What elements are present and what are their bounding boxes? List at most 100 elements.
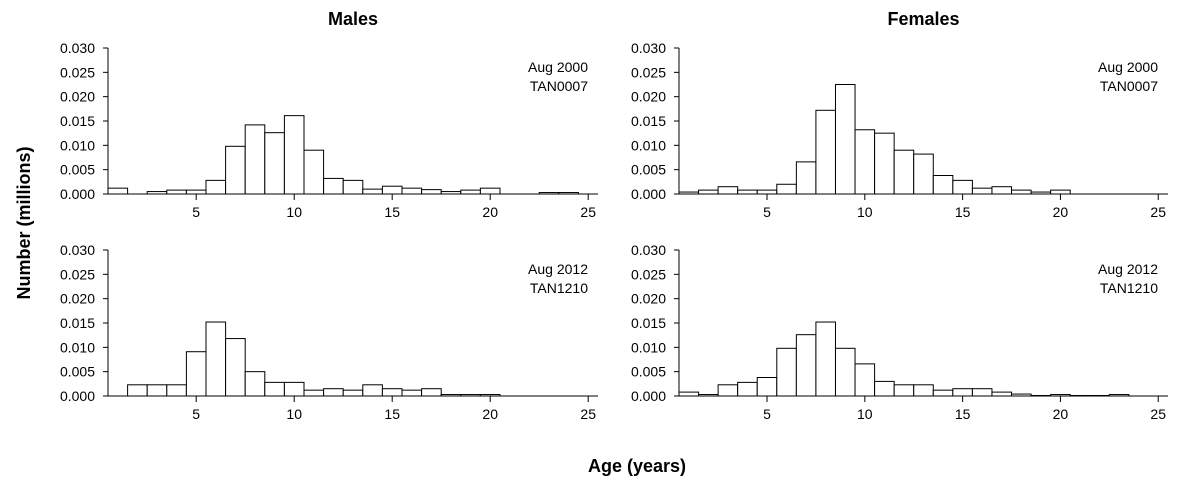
y-tick-label: 0.005 bbox=[60, 364, 95, 380]
histogram-bar bbox=[323, 177, 344, 195]
histogram-bar bbox=[381, 388, 403, 397]
histogram-bar bbox=[991, 186, 1013, 195]
x-tick-label: 25 bbox=[580, 406, 596, 422]
x-tick-label: 20 bbox=[482, 204, 498, 220]
panel-4: 0.000 0.005 0.010 0.015 0.020 0.025 0.030 5 10 15… bbox=[631, 242, 1168, 422]
y-tick-label: 0.010 bbox=[60, 339, 95, 355]
y-tick-label: 0.005 bbox=[631, 162, 666, 178]
y-tick-label: 0.025 bbox=[631, 266, 666, 282]
histogram-bar bbox=[381, 185, 403, 195]
x-tick-label: 10 bbox=[286, 406, 302, 422]
histogram-bar bbox=[166, 189, 187, 195]
histogram-bar bbox=[401, 389, 423, 397]
y-tick-label: 0.015 bbox=[631, 315, 666, 331]
x-tick-label: 15 bbox=[955, 406, 971, 422]
survey-annotation: TAN1210 bbox=[530, 280, 588, 296]
histogram-bar bbox=[362, 188, 383, 195]
histogram-bar bbox=[185, 351, 207, 397]
y-tick-label: 0.030 bbox=[631, 242, 666, 258]
y-axis-title: Number (millions) bbox=[14, 146, 34, 299]
histogram-bar bbox=[971, 388, 993, 397]
histogram-bar bbox=[127, 384, 148, 397]
histogram-bar bbox=[756, 377, 778, 397]
histogram-bar bbox=[460, 189, 481, 195]
y-tick-label: 0.005 bbox=[60, 162, 95, 178]
histogram-bar bbox=[932, 175, 954, 195]
survey-annotation: Aug 2012 bbox=[1098, 261, 1158, 277]
x-tick-label: 5 bbox=[763, 204, 771, 220]
histogram-bar bbox=[795, 334, 817, 397]
histogram-bar bbox=[342, 389, 364, 397]
histogram-bar bbox=[717, 384, 739, 397]
y-tick-label: 0.000 bbox=[60, 388, 95, 404]
histogram-bar bbox=[834, 84, 856, 195]
histogram-bar bbox=[362, 384, 383, 397]
panel-1: Males 0.000 0.005 0.010 0.015 0.020 0.025 0.030… bbox=[60, 9, 598, 220]
x-axis-title: Age (years) bbox=[588, 456, 686, 476]
histogram-bar bbox=[893, 149, 915, 195]
histogram-bar bbox=[401, 187, 423, 195]
histogram-bar bbox=[225, 338, 246, 397]
histogram-bar bbox=[698, 189, 719, 195]
histogram-bar bbox=[225, 145, 246, 195]
histogram-bar bbox=[776, 183, 797, 195]
survey-annotation: TAN0007 bbox=[530, 78, 588, 94]
y-tick-label: 0.015 bbox=[60, 113, 95, 129]
histogram-bar bbox=[283, 381, 305, 397]
histogram-bar bbox=[717, 186, 739, 195]
histogram-bar bbox=[264, 381, 285, 397]
histogram-bar bbox=[283, 115, 305, 195]
x-tick-label: 15 bbox=[384, 204, 400, 220]
panels-group: Males 0.000 0.005 0.010 0.015 0.020 0.025 0.030… bbox=[60, 9, 1168, 422]
histogram-bar bbox=[874, 132, 895, 195]
y-tick-label: 0.010 bbox=[631, 339, 666, 355]
histogram-bar bbox=[913, 153, 934, 195]
y-tick-label: 0.030 bbox=[631, 40, 666, 56]
y-tick-label: 0.000 bbox=[60, 186, 95, 202]
histogram-bar bbox=[991, 391, 1013, 397]
histogram-bar bbox=[146, 384, 168, 397]
histogram-bar bbox=[1011, 189, 1032, 195]
x-tick-label: 20 bbox=[1053, 406, 1069, 422]
histogram-bar bbox=[913, 384, 934, 397]
y-tick-label: 0.010 bbox=[631, 137, 666, 153]
histogram-bar bbox=[264, 132, 285, 195]
y-tick-label: 0.010 bbox=[60, 137, 95, 153]
histogram-bar bbox=[756, 189, 778, 195]
histogram-bar bbox=[815, 109, 836, 195]
survey-annotation: TAN0007 bbox=[1100, 78, 1158, 94]
panel-2: Females 0.000 0.005 0.010 0.015 0.020 0.025 0.0… bbox=[631, 9, 1168, 220]
y-tick-label: 0.030 bbox=[60, 40, 95, 56]
histogram-bar bbox=[244, 124, 266, 195]
histogram-bar bbox=[952, 179, 973, 195]
x-tick-label: 5 bbox=[763, 406, 771, 422]
y-tick-label: 0.015 bbox=[60, 315, 95, 331]
x-tick-label: 5 bbox=[192, 406, 200, 422]
x-tick-label: 10 bbox=[857, 204, 873, 220]
histogram-bar bbox=[342, 179, 364, 195]
y-tick-label: 0.015 bbox=[631, 113, 666, 129]
y-tick-label: 0.025 bbox=[631, 64, 666, 80]
histogram-bar bbox=[815, 321, 836, 397]
histogram-bar bbox=[737, 381, 758, 397]
histogram-bar bbox=[952, 388, 973, 397]
histogram-bar bbox=[421, 189, 442, 195]
histogram-bar bbox=[874, 380, 895, 397]
x-tick-label: 25 bbox=[580, 204, 596, 220]
y-tick-label: 0.025 bbox=[60, 266, 95, 282]
histogram-bar bbox=[1050, 189, 1071, 195]
x-tick-label: 10 bbox=[286, 204, 302, 220]
x-tick-label: 25 bbox=[1150, 406, 1166, 422]
y-tick-label: 0.020 bbox=[60, 89, 95, 105]
histogram-bar bbox=[166, 384, 187, 397]
histogram-bar bbox=[479, 187, 501, 195]
histogram-bar bbox=[303, 149, 325, 195]
histogram-bar bbox=[834, 347, 856, 397]
y-tick-label: 0.000 bbox=[631, 186, 666, 202]
histogram-bar bbox=[205, 321, 227, 397]
histogram-bar bbox=[776, 347, 797, 397]
x-tick-label: 10 bbox=[857, 406, 873, 422]
y-tick-label: 0.030 bbox=[60, 242, 95, 258]
panel-title: Females bbox=[887, 9, 959, 29]
